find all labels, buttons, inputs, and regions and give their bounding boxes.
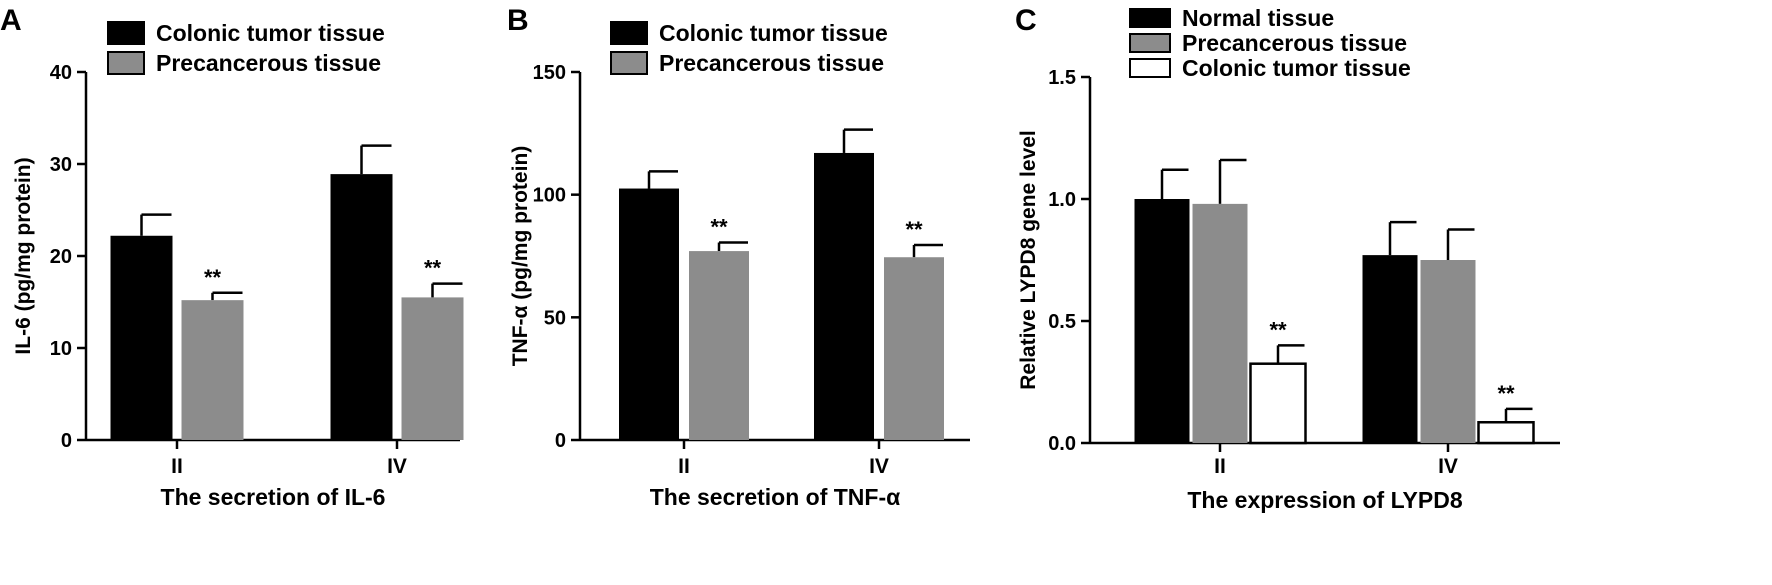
legend-label-1: Precancerous tissue [659,50,884,76]
legend-label-2: Colonic tumor tissue [1182,55,1411,81]
y-tick-label-3: 1.5 [1048,67,1076,89]
bar-1-1 [401,297,464,440]
legend-swatch-2 [1129,58,1171,78]
legend-swatch-1 [1129,33,1171,53]
y-tick-label-1: 0.5 [1048,311,1076,333]
y-axis-label: TNF-α (pg/mg protein) [509,146,532,367]
bar-0-1 [814,152,874,440]
bar-1-0 [689,251,749,440]
x-axis-label: The secretion of IL-6 [161,484,386,510]
significance-label-2-1: ** [1497,381,1515,406]
y-tick-label-3: 30 [50,154,72,176]
bar-0-1 [330,174,393,440]
y-tick-label-0: 0 [61,430,72,452]
bar-0-0 [110,235,173,440]
x-tick-label-0: II [1214,455,1226,478]
x-tick-label-1: IV [1438,455,1458,478]
bar-2-1 [1477,421,1535,445]
bar-1-1 [884,257,944,440]
significance-label-1-0: ** [204,265,222,290]
legend-label-0: Colonic tumor tissue [156,20,385,46]
y-axis-label: IL-6 (pg/mg protein) [12,157,35,354]
y-tick-label-3: 150 [533,62,566,84]
legend-swatch-1 [107,51,145,75]
bar-0-1 [1362,255,1418,443]
legend-swatch-0 [107,21,145,45]
y-axis-label: Relative LYPD8 gene level [1017,130,1040,390]
x-tick-label-1: IV [387,455,407,478]
significance-label-1-0: ** [710,215,728,240]
y-tick-label-0: 0.0 [1048,433,1076,455]
bar-0-0 [619,188,679,440]
panel-letter: C [1015,4,1037,37]
significance-label-1-1: ** [905,217,923,242]
bar-1-1 [1420,260,1476,443]
legend-swatch-1 [610,51,648,75]
x-tick-label-0: II [678,455,690,478]
y-tick-label-2: 100 [533,185,566,207]
y-tick-label-0: 0 [555,430,566,452]
panel-letter: B [507,4,529,37]
legend-swatch-0 [1129,8,1171,28]
significance-label-1-1: ** [424,256,442,281]
y-tick-label-2: 1.0 [1048,189,1076,211]
legend-label-0: Normal tissue [1182,5,1334,31]
legend-label-1: Precancerous tissue [1182,30,1407,56]
x-tick-label-0: II [171,455,183,478]
panel-letter: A [0,4,22,37]
legend-label-1: Precancerous tissue [156,50,381,76]
x-axis-label: The secretion of TNF-α [650,484,901,510]
y-tick-label-1: 50 [544,307,566,329]
bar-2-0 [1249,362,1307,445]
chart-panel-b: B Colonic tumor tissue Precancerous tissue… [507,4,970,510]
legend-swatch-0 [610,21,648,45]
x-tick-label-1: IV [869,455,889,478]
bar-1-0 [1192,203,1248,443]
bar-0-0 [1134,199,1190,443]
significance-label-2-0: ** [1269,317,1287,342]
legend-label-0: Colonic tumor tissue [659,20,888,46]
y-tick-label-1: 10 [50,338,72,360]
chart-panel-a: A Colonic tumor tissue Precancerous tissue… [0,4,464,510]
y-tick-label-2: 20 [50,246,72,268]
x-axis-label: The expression of LYPD8 [1187,487,1462,513]
y-tick-label-4: 40 [50,62,72,84]
bar-1-0 [181,300,244,440]
